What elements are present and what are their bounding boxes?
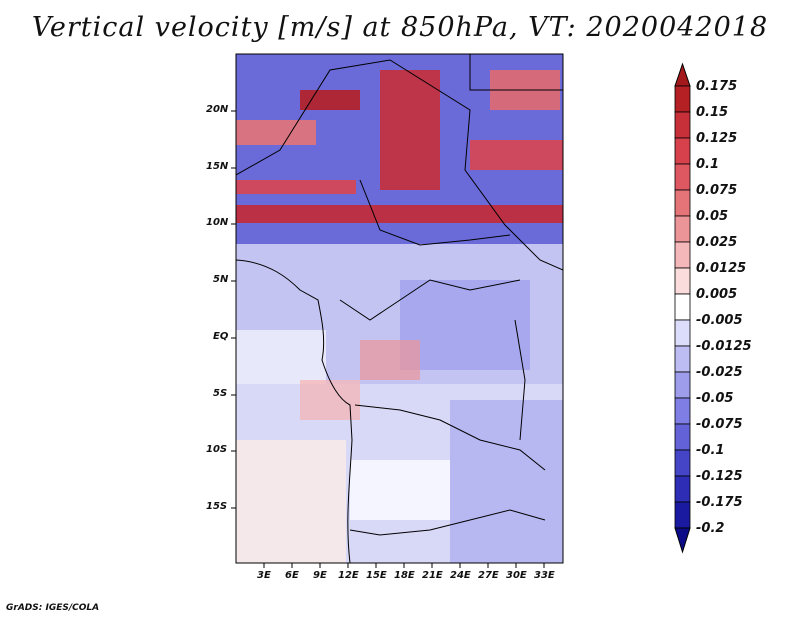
colorbar-segment: [674, 319, 691, 347]
colorbar-segment: [674, 397, 691, 425]
lon-label: 9E: [313, 570, 327, 581]
colorbar-label: 0.0125: [696, 261, 747, 276]
colorbar-arrow-bottom: [674, 527, 691, 554]
lon-label: 6E: [285, 570, 299, 581]
colorbar-label: -0.175: [696, 495, 743, 510]
colorbar-label: 0.15: [696, 105, 729, 120]
colorbar-segment: [674, 501, 691, 529]
velocity-field: [236, 54, 563, 563]
lon-label: 24E: [450, 570, 471, 581]
colorbar-segment: [674, 267, 691, 295]
colorbar-label: -0.005: [696, 313, 743, 328]
colorbar-segment: [674, 189, 691, 217]
lat-label: 15N: [206, 161, 229, 172]
colorbar-label: -0.125: [696, 469, 743, 484]
colorbar-label: 0.005: [696, 287, 738, 302]
lon-label: 15E: [366, 570, 387, 581]
colorbar-arrow-top: [674, 62, 691, 87]
colorbar-segment: [674, 137, 691, 165]
lon-label: 27E: [478, 570, 499, 581]
colorbar-label: -0.0125: [696, 339, 752, 354]
colorbar-segment: [674, 423, 691, 451]
lat-label: EQ: [213, 331, 229, 342]
colorbar-label: 0.1: [696, 157, 720, 172]
colorbar-segment: [674, 215, 691, 243]
colorbar-label: 0.075: [696, 183, 738, 198]
lon-label: 21E: [422, 570, 443, 581]
map-frame: [235, 53, 564, 564]
colorbar-label: -0.05: [696, 391, 734, 406]
colorbar: [674, 62, 691, 554]
colorbar-label: 0.025: [696, 235, 738, 250]
colorbar-label: -0.2: [696, 521, 725, 536]
colorbar-segment: [674, 241, 691, 269]
axis-ticks: [231, 110, 545, 568]
colorbar-segment: [674, 85, 691, 113]
colorbar-segment: [674, 163, 691, 191]
lat-label: 15S: [206, 501, 228, 512]
colorbar-label: 0.125: [696, 131, 738, 146]
colorbar-label: -0.025: [696, 365, 743, 380]
lon-label: 30E: [506, 570, 527, 581]
colorbar-segment: [674, 293, 691, 321]
credit-text: GrADS: IGES/COLA: [6, 603, 100, 613]
colorbar-label: 0.05: [696, 209, 729, 224]
colorbar-label: -0.1: [696, 443, 725, 458]
colorbar-label: -0.075: [696, 417, 743, 432]
colorbar-segment: [674, 371, 691, 399]
country-borders: [236, 54, 563, 563]
map-title: Vertical velocity [m/s] at 850hPa, VT: 2…: [31, 12, 769, 43]
lat-label: 5S: [213, 388, 228, 399]
lat-label: 10S: [206, 444, 228, 455]
lon-label: 3E: [257, 570, 271, 581]
lon-label: 33E: [534, 570, 555, 581]
colorbar-segment: [674, 111, 691, 139]
colorbar-segment: [674, 345, 691, 373]
colorbar-segment: [674, 449, 691, 477]
colorbar-segment: [674, 475, 691, 503]
lon-label: 12E: [338, 570, 359, 581]
lat-label: 10N: [206, 217, 229, 228]
colorbar-label: 0.175: [696, 79, 738, 94]
lat-label: 5N: [213, 274, 229, 285]
lat-label: 20N: [206, 104, 229, 115]
lon-label: 18E: [394, 570, 415, 581]
